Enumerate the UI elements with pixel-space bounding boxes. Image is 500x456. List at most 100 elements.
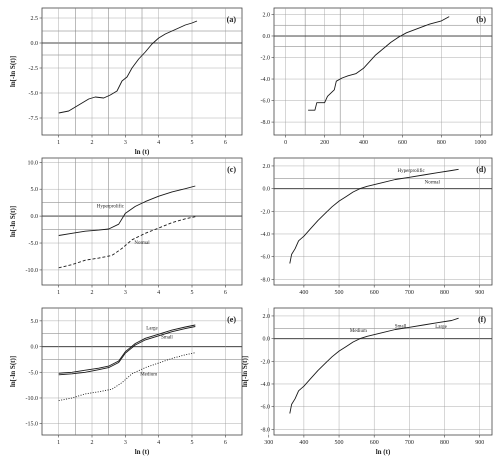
panel-d: 400 500 600 700 800 900 2.0 0.0 -2.0 -4.0 -6.0 -8.0… [261,157,493,296]
y-tick-label: -5.0 [29,241,39,247]
x-tick-label: 1 [57,140,60,146]
x-tick-label: 6 [224,440,227,446]
y-tick-label: 2.0 [263,12,271,18]
y-tick-label: -4.0 [261,382,271,388]
y-tick-label: 10.0 [28,160,39,166]
y-tick-label: -6.0 [261,255,271,261]
x-tick-label: 6 [224,290,227,296]
y-tick-label: -6.0 [261,405,271,411]
series-line-normal [58,216,196,269]
annotation-label: Normal [425,181,441,186]
plot-frame [273,307,493,436]
x-tick-label: 600 [370,440,379,446]
y-tick-label: 0.0 [31,41,39,47]
y-tick-label: -8.0 [261,427,271,433]
x-tick-label: 2 [91,440,94,446]
x-tick-label: 5 [191,290,194,296]
x-axis-label: ln (t) [135,448,150,456]
y-axis-label: ln[-ln S(t)] [241,356,249,387]
annotation-label: Hyperprolific [398,169,426,174]
series-line-medium [58,352,196,402]
y-tick-label: -5.0 [29,91,39,97]
x-tick-label: 5 [191,440,194,446]
x-tick-label: 500 [335,290,344,296]
panel-label: (b) [476,15,486,24]
x-tick-label: 5 [191,140,194,146]
x-tick-label: 800 [440,290,449,296]
x-tick-label: 2 [91,140,94,146]
x-tick-label: 900 [475,440,484,446]
y-tick-label: 0.0 [263,187,271,193]
x-tick-label: 400 [299,440,308,446]
y-tick-label: -8.0 [261,120,271,126]
panel-b: 0 200 400 600 800 1000 2.0 0.0 -2.0 -4.0 -6.0 -8.0 (… [261,7,493,146]
y-tick-label: 5.0 [31,319,39,325]
x-tick-label: 3 [124,290,127,296]
series-line-large [58,324,196,374]
annotation-label: Medium [350,329,367,334]
x-tick-label: 6 [224,140,227,146]
y-tick-label: -5.0 [29,370,39,376]
y-tick-label: 2.5 [31,16,39,22]
x-tick-label: 3 [124,440,127,446]
y-tick-label: -2.0 [261,56,271,62]
y-tick-label: -15.0 [26,422,39,428]
panel-label: (f) [478,315,486,324]
y-tick-label: -2.0 [261,359,271,365]
series-line-1 [58,20,198,114]
x-tick-label: 700 [405,440,414,446]
annotation-label: Large [146,327,158,332]
y-axis-label: ln[-ln S(t)] [9,56,17,87]
y-tick-label: -4.0 [261,77,271,83]
y-tick-label: -7.5 [29,116,39,122]
x-tick-label: 400 [299,290,308,296]
y-axis-label: ln[-ln S(t)] [9,206,17,237]
y-tick-label: -8.0 [261,277,271,283]
x-tick-label: 1 [57,290,60,296]
y-tick-label: 0.0 [263,337,271,343]
series-line-small [58,326,196,376]
series-line-hyperprolific [58,185,196,236]
y-tick-label: 2.0 [263,314,271,320]
y-tick-label: -2.0 [261,209,271,215]
y-tick-label: -10.0 [26,268,39,274]
x-tick-label: 4 [157,290,160,296]
y-tick-label: -6.0 [261,99,271,105]
x-tick-label: 200 [320,140,329,146]
y-tick-label: 0.0 [31,214,39,220]
x-tick-label: 300 [264,440,273,446]
annotation-label: Normal [134,241,150,246]
plot-frame [273,7,493,136]
x-tick-label: 600 [370,290,379,296]
annotation-label: Large [435,325,447,330]
annotation-label: Hyperprolific [97,205,125,210]
series-line-1 [308,16,450,111]
panel-label: (e) [227,315,236,324]
x-tick-label: 0 [284,140,287,146]
plot-frame [273,157,493,286]
x-axis-label: ln (t) [376,448,391,456]
panel-label: (c) [227,165,236,174]
x-tick-label: 700 [405,290,414,296]
x-tick-label: 3 [124,140,127,146]
y-tick-label: 5.0 [31,187,39,193]
panel-a: 1 2 3 4 5 6 2.5 0.0 -2.5 -5.0 -7.5 (a) ln (t) ln[-ln … [9,7,243,156]
y-tick-label: 2.0 [263,164,271,170]
y-tick-label: -4.0 [261,232,271,238]
annotation-label: Medium [140,372,157,377]
series-line-1 [289,317,459,414]
x-tick-label: 900 [475,290,484,296]
panel-c: 1 2 3 4 5 6 10.0 5.0 0.0 -5.0 -10.0 Hyperprolific No… [9,157,243,296]
x-tick-label: 2 [91,290,94,296]
x-tick-label: 600 [398,140,407,146]
annotation-label: Small [161,335,173,340]
x-tick-label: 4 [157,440,160,446]
y-tick-label: 0.0 [263,34,271,40]
panel-f: 300 400 500 600 700 800 900 2.0 0.0 -2.0 -4.0 -6.0 -… [241,307,493,456]
y-tick-label: 0.0 [31,345,39,351]
annotation-label: Small [395,324,407,329]
x-axis-label: ln (t) [135,148,150,156]
x-tick-label: 400 [359,140,368,146]
